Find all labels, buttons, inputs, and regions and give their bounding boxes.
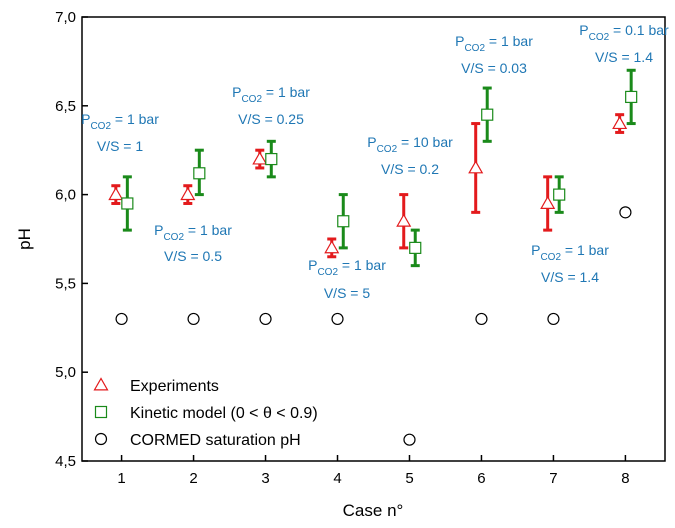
saturation-marker (475, 312, 488, 326)
annotation-pressure: PCO2 = 1 bar (154, 222, 232, 243)
annotation-pressure: PCO2 = 1 bar (308, 257, 386, 278)
x-tick-label: 8 (621, 470, 629, 487)
legend-label: Kinetic model (0 < θ < 0.9) (130, 405, 318, 422)
plot-frame (81, 16, 666, 462)
experiment-marker (252, 151, 268, 165)
saturation-marker (94, 432, 108, 446)
y-tick-label: 5,5 (55, 275, 76, 292)
data-layer (108, 68, 638, 446)
experiment-marker (396, 213, 412, 227)
experiment-marker (612, 115, 628, 130)
experiment-marker (108, 186, 124, 201)
y-tick-label: 6,5 (55, 98, 76, 115)
annotation-pressure: PCO2 = 1 bar (531, 242, 609, 263)
saturation-marker (547, 312, 560, 326)
annotation-pressure: PCO2 = 1 bar (232, 84, 310, 105)
model-marker (409, 241, 422, 254)
x-tick-label: 3 (261, 470, 269, 487)
experiment-marker (468, 160, 484, 174)
saturation-marker (619, 206, 632, 219)
annotation-vs-ratio: V/S = 0.25 (238, 111, 304, 127)
x-tick-label: 1 (117, 470, 125, 487)
annotation-vs-ratio: V/S = 0.2 (381, 161, 439, 177)
saturation-marker (331, 312, 344, 326)
saturation-marker (259, 312, 272, 326)
model-marker (193, 167, 206, 180)
y-tick-label: 5,0 (55, 364, 76, 381)
tick-layer: 4,5 5,0 5,5 6,0 6,5 7,0 1 2 3 4 5 6 7 8 (55, 9, 629, 487)
y-tick-label: 7,0 (55, 9, 76, 26)
annotation-pressure: PCO2 = 0.1 bar (579, 22, 669, 43)
x-tick-label: 7 (549, 470, 557, 487)
annotation-pressure: PCO2 = 1 bar (81, 111, 159, 132)
model-marker (121, 197, 134, 210)
experiment-marker (180, 186, 196, 201)
annotation-pressure: PCO2 = 1 bar (455, 33, 533, 54)
saturation-marker (115, 312, 128, 326)
legend-label: Experiments (130, 378, 219, 395)
saturation-marker (403, 433, 416, 446)
experiment-marker (324, 240, 340, 254)
legend-label: CORMED saturation pH (130, 432, 301, 449)
annotation-vs-ratio: V/S = 1 (97, 138, 144, 154)
experiment-marker (540, 195, 556, 209)
annotation-vs-ratio: V/S = 1.4 (595, 49, 653, 65)
model-marker (553, 188, 566, 201)
x-tick-label: 5 (405, 470, 413, 487)
model-marker (481, 108, 494, 121)
annotation-vs-ratio: V/S = 1.4 (541, 269, 599, 285)
x-tick-label: 2 (189, 470, 197, 487)
model-marker (337, 215, 350, 228)
annotation-layer: PCO2 = 1 bar V/S = 1 PCO2 = 1 bar V/S = 0.5… (81, 22, 669, 301)
saturation-marker (187, 312, 200, 326)
annotation-pressure: PCO2 = 10 bar (367, 134, 453, 155)
annotation-vs-ratio: V/S = 0.5 (164, 248, 222, 264)
x-tick-label: 6 (477, 470, 485, 487)
legend: Experiments Kinetic model (0 < θ < 0.9) CO… (93, 377, 318, 449)
model-marker (94, 405, 108, 419)
x-axis-title: Case n° (343, 501, 404, 520)
y-tick-label: 4,5 (55, 453, 76, 470)
y-tick-label: 6,0 (55, 187, 76, 204)
x-tick-label: 4 (333, 470, 341, 487)
annotation-vs-ratio: V/S = 0.03 (461, 60, 527, 76)
experiment-marker (93, 377, 109, 391)
annotation-vs-ratio: V/S = 5 (324, 285, 371, 301)
model-marker (625, 90, 638, 104)
model-marker (265, 152, 278, 166)
y-axis-title: pH (15, 228, 34, 250)
